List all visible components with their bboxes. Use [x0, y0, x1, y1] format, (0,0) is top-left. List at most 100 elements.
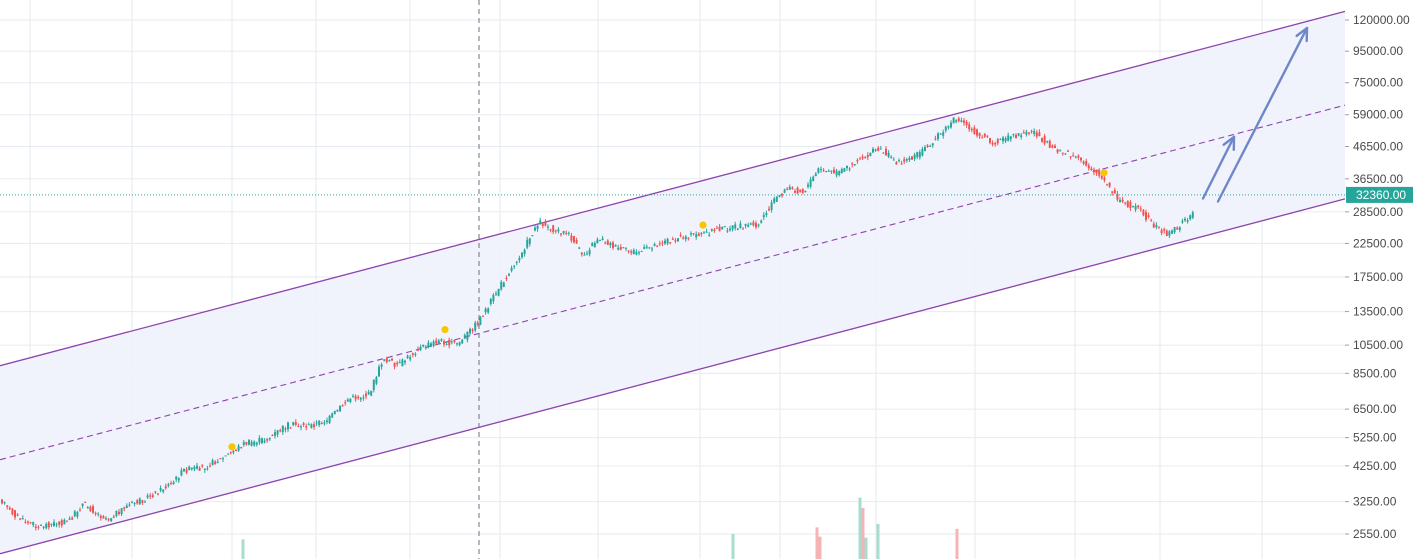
candle-up: [227, 453, 230, 455]
candle-up: [648, 247, 651, 249]
candle-up: [1059, 150, 1062, 152]
current-price-label: 32360.00: [1356, 188, 1406, 202]
candle-down: [391, 358, 393, 361]
candle-down: [58, 521, 61, 525]
candle-up: [500, 282, 503, 290]
candle-down: [661, 242, 664, 244]
candle-down: [781, 193, 783, 196]
candle-up: [539, 220, 542, 224]
candle-up: [703, 231, 705, 233]
y-tick-label: 10500.00: [1353, 338, 1403, 352]
candle-up: [146, 495, 149, 498]
candle-up: [380, 364, 383, 367]
candle-up: [263, 440, 266, 443]
candle-up: [406, 355, 409, 358]
candle-down: [47, 522, 50, 528]
y-tick-label: 17500.00: [1353, 270, 1403, 284]
candle-up: [68, 518, 71, 520]
y-tick-label: 3250.00: [1353, 495, 1397, 509]
candle-up: [253, 441, 256, 446]
candle-down: [1147, 215, 1150, 218]
candle-down: [981, 137, 984, 139]
candle-up: [1191, 212, 1194, 218]
candle-down: [900, 163, 903, 165]
candle-down: [453, 340, 456, 342]
candle-up: [292, 422, 295, 425]
candle-down: [903, 159, 906, 162]
candle-up: [924, 147, 926, 151]
candle-up: [307, 424, 310, 426]
candle-down: [994, 143, 997, 145]
candle-down: [1176, 227, 1179, 230]
candle-down: [271, 435, 274, 437]
candle-up: [513, 265, 516, 267]
candle-up: [879, 148, 882, 150]
candle-down: [752, 222, 755, 226]
signal-marker-dot: [228, 443, 236, 451]
candle-up: [138, 498, 141, 505]
candle-down: [580, 252, 583, 255]
candle-up: [479, 317, 482, 325]
candle-down: [1080, 157, 1082, 161]
candle-up: [515, 262, 518, 264]
y-tick-label: 36500.00: [1353, 172, 1403, 186]
candle-down: [822, 170, 825, 172]
candle-up: [734, 224, 737, 229]
candle-down: [1100, 175, 1103, 179]
candle-up: [770, 202, 773, 210]
candle-up: [843, 168, 846, 172]
candle-up: [328, 415, 331, 423]
candle-down: [37, 526, 40, 528]
candle-up: [167, 484, 170, 486]
candle-down: [1152, 223, 1155, 228]
candle-down: [1051, 145, 1054, 148]
candle-up: [929, 145, 932, 147]
candle-up: [939, 133, 942, 135]
candle-down: [1137, 205, 1140, 208]
candle-up: [1046, 141, 1049, 143]
candle-down: [19, 518, 22, 520]
candle-down: [471, 329, 474, 331]
candle-up: [188, 466, 191, 471]
candle-down: [1043, 136, 1046, 144]
candle-down: [786, 188, 789, 190]
candle-down: [201, 465, 204, 467]
candle-up: [40, 524, 42, 526]
overlays: [0, 0, 1345, 559]
candle-down: [861, 156, 864, 159]
volume-bar: [815, 527, 819, 559]
candle-up: [1119, 199, 1121, 202]
candle-down: [859, 158, 861, 160]
candle-down: [554, 230, 557, 232]
candle-down: [214, 461, 217, 465]
candle-up: [42, 526, 45, 528]
price-axis[interactable]: 2550.00 3250.00 4250.00 5250.00 6500.00 8500.…: [1345, 0, 1416, 559]
candle-down: [934, 138, 937, 140]
candle-up: [695, 234, 698, 238]
candle-up: [144, 501, 146, 503]
candle-up: [908, 158, 911, 160]
candle-down: [671, 238, 674, 240]
candle-down: [1067, 150, 1069, 152]
channel-mid-line: [0, 104, 1346, 461]
candle-up: [180, 470, 183, 476]
candle-up: [518, 258, 521, 261]
candle-up: [588, 250, 591, 255]
candle-down: [549, 229, 552, 231]
candle-up: [760, 220, 763, 223]
candle-up: [817, 168, 820, 173]
candle-down: [79, 509, 81, 511]
candle-up: [177, 478, 180, 481]
candle-up: [757, 224, 760, 226]
candle-down: [27, 521, 29, 523]
candle-down: [570, 235, 573, 241]
candle-down: [1139, 208, 1142, 210]
candle-up: [744, 224, 747, 226]
candle-up: [73, 511, 76, 517]
candle-up: [105, 518, 107, 520]
candle-up: [203, 468, 206, 471]
candle-down: [320, 423, 323, 425]
candle-down: [1056, 149, 1059, 153]
candle-up: [807, 184, 809, 187]
